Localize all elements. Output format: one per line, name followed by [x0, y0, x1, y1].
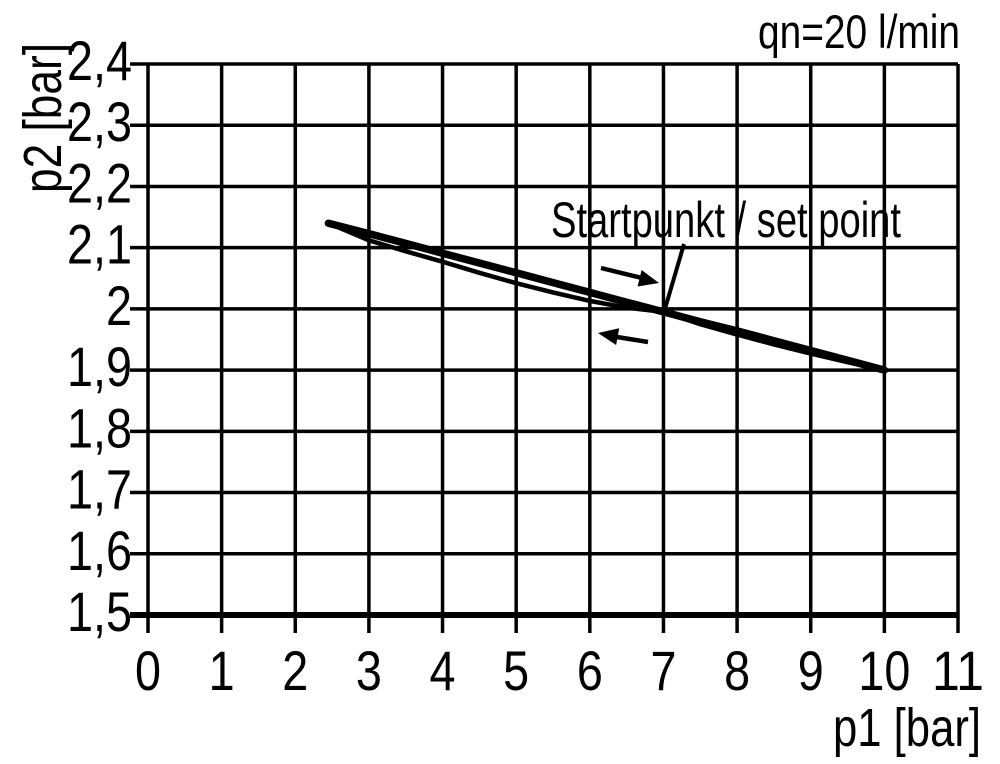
- grid: [130, 62, 960, 633]
- y-tick-label-0: 1,5: [67, 580, 132, 643]
- y-tick-label-1: 1,6: [67, 519, 132, 582]
- arrow-right-head-icon: [637, 270, 659, 287]
- arrow-left-head-icon: [598, 328, 620, 345]
- y-tick-labels: 1,51,61,71,81,922,12,22,32,4: [67, 29, 132, 643]
- x-tick-label-9: 9: [798, 639, 824, 702]
- x-tick-labels: 0 1 2 3 4 5 6 7 8 9 10 11: [135, 639, 984, 702]
- y-tick-label-6: 2,1: [67, 213, 132, 276]
- arrow-left-shaft: [616, 334, 649, 345]
- annotation-graphics: [598, 243, 686, 345]
- y-tick-label-8: 2,3: [67, 90, 132, 153]
- y-tick-label-4: 1,9: [67, 335, 132, 398]
- set-point-leader-line: [661, 243, 686, 315]
- x-tick-label-7: 7: [650, 639, 676, 702]
- x-axis-label: p1 [bar]: [833, 698, 981, 758]
- set-point-annotation-label: Startpunkt / set point: [551, 192, 901, 248]
- x-tick-label-11: 11: [932, 639, 984, 702]
- x-tick-label-2: 2: [282, 639, 308, 702]
- x-tick-label-0: 0: [135, 639, 161, 702]
- x-tick-label-1: 1: [209, 639, 235, 702]
- x-tick-label-4: 4: [430, 639, 456, 702]
- x-tick-label-6: 6: [577, 639, 603, 702]
- chart-title: qn=20 l/min: [758, 5, 960, 58]
- x-tick-label-8: 8: [724, 639, 750, 702]
- y-tick-label-3: 1,8: [67, 396, 132, 459]
- x-tick-label-10: 10: [858, 639, 910, 702]
- y-tick-label-5: 2: [106, 274, 132, 337]
- curve-series: [324, 219, 889, 374]
- curve-branch-p1-increasing: [324, 219, 889, 374]
- x-tick-label-5: 5: [503, 639, 529, 702]
- y-tick-label-7: 2,2: [67, 151, 132, 214]
- y-tick-label-2: 1,7: [67, 458, 132, 521]
- y-axis-label: p2 [bar]: [13, 43, 73, 193]
- curve-branch-p1-decreasing: [326, 220, 887, 373]
- y-tick-label-9: 2,4: [67, 29, 132, 92]
- x-tick-label-3: 3: [356, 639, 382, 702]
- arrow-right-shaft: [600, 265, 643, 281]
